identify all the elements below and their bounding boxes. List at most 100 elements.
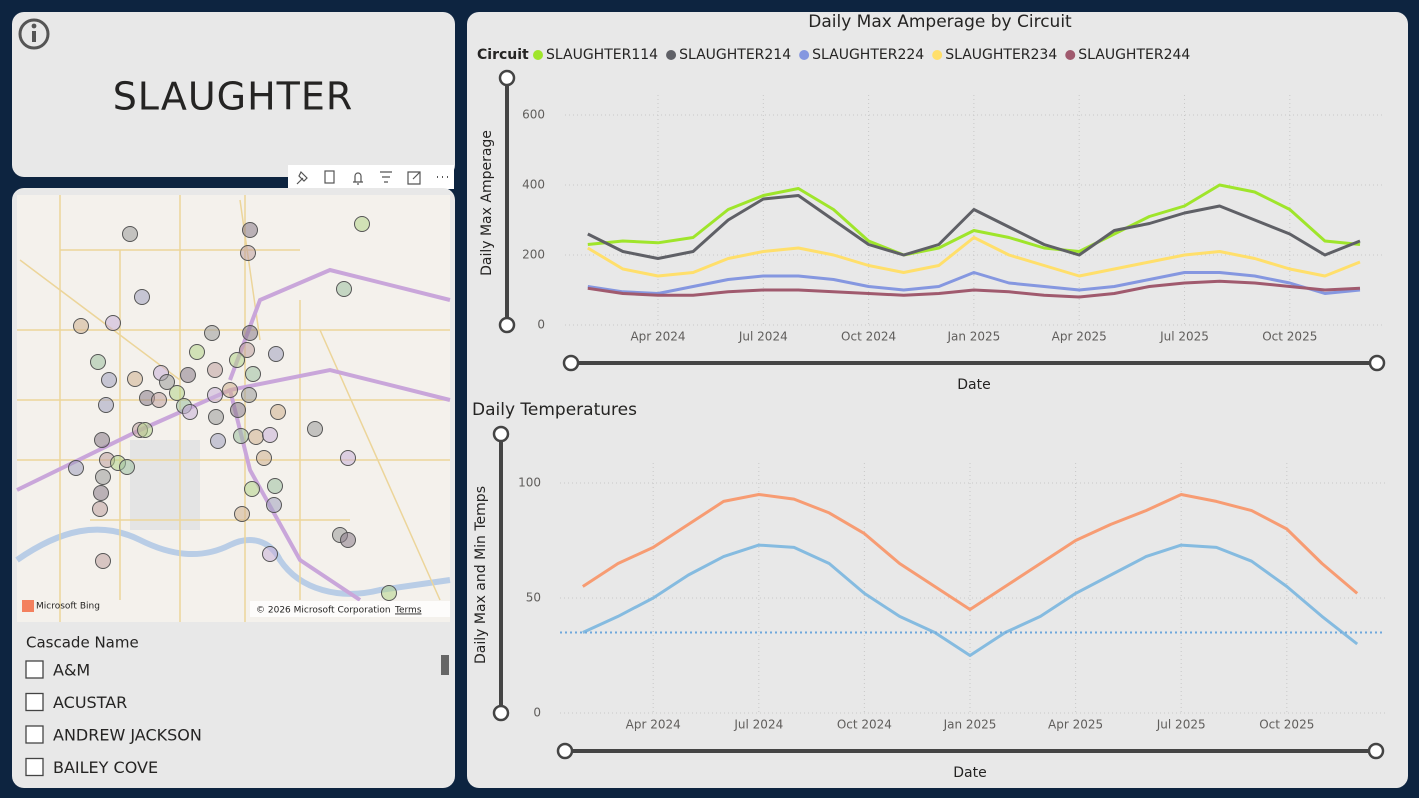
slicer-item: ANDREW JACKSON xyxy=(53,726,202,745)
map-marker[interactable] xyxy=(240,245,256,261)
map-marker[interactable] xyxy=(105,315,121,331)
slider-handle[interactable] xyxy=(1367,742,1385,760)
slicer-title: Cascade Name xyxy=(26,634,139,652)
map[interactable]: Microsoft Bing © 2026 Microsoft Corporat… xyxy=(15,195,451,622)
slider-handle[interactable] xyxy=(492,704,510,722)
focus-icon[interactable] xyxy=(407,171,421,185)
legend-marker xyxy=(1065,50,1076,60)
map-marker[interactable] xyxy=(92,501,108,517)
slider-handle[interactable] xyxy=(498,316,516,334)
map-marker[interactable] xyxy=(239,342,255,358)
map-marker[interactable] xyxy=(207,362,223,378)
map-marker[interactable] xyxy=(93,485,109,501)
map-marker[interactable] xyxy=(95,553,111,569)
map-marker[interactable] xyxy=(134,289,150,305)
map-marker[interactable] xyxy=(189,344,205,360)
slider-handle[interactable] xyxy=(492,425,510,443)
map-marker[interactable] xyxy=(151,392,167,408)
map-marker[interactable] xyxy=(340,450,356,466)
slider-handle[interactable] xyxy=(556,742,574,760)
map-marker[interactable] xyxy=(73,318,89,334)
map-marker[interactable] xyxy=(262,546,278,562)
map-marker[interactable] xyxy=(256,450,272,466)
map-marker[interactable] xyxy=(307,421,323,437)
map-marker[interactable] xyxy=(94,432,110,448)
map-marker[interactable] xyxy=(242,222,258,238)
legend-title: Circuit xyxy=(477,47,529,63)
map-marker[interactable] xyxy=(222,382,238,398)
map-marker[interactable] xyxy=(182,404,198,420)
checkbox[interactable] xyxy=(25,725,44,744)
info-icon[interactable] xyxy=(18,18,50,50)
pin-icon[interactable] xyxy=(296,170,308,185)
map-marker[interactable] xyxy=(267,478,283,494)
series-line xyxy=(587,194,1361,260)
map-marker[interactable] xyxy=(98,397,114,413)
x-tick-label: Apr 2025 xyxy=(1052,330,1107,344)
map-marker[interactable] xyxy=(180,367,196,383)
map-marker[interactable] xyxy=(230,402,246,418)
filter-icon[interactable] xyxy=(380,171,392,183)
map-terms[interactable]: Terms xyxy=(394,606,422,616)
slider-handle[interactable] xyxy=(498,69,516,87)
map-marker[interactable] xyxy=(169,385,185,401)
legend: SLAUGHTER114 SLAUGHTER214 SLAUGHTER224 SLAU… xyxy=(533,47,1190,63)
y-tick-label: 50 xyxy=(526,591,541,605)
map-marker[interactable] xyxy=(242,325,258,341)
map-marker[interactable] xyxy=(119,459,135,475)
map-marker[interactable] xyxy=(137,422,153,438)
checkbox[interactable] xyxy=(25,757,44,777)
map-marker[interactable] xyxy=(381,585,397,601)
site-title: SLAUGHTER xyxy=(113,75,354,119)
map-marker[interactable] xyxy=(68,460,84,476)
sliders xyxy=(492,69,1386,760)
map-marker[interactable] xyxy=(340,532,356,548)
map-marker[interactable] xyxy=(354,216,370,232)
map-marker[interactable] xyxy=(127,371,143,387)
series-line xyxy=(582,543,1359,657)
info-circle xyxy=(18,18,50,50)
map-marker[interactable] xyxy=(248,429,264,445)
map-marker[interactable] xyxy=(262,427,278,443)
x-axis-title: Date xyxy=(953,765,986,781)
map-marker[interactable] xyxy=(245,366,261,382)
map-marker[interactable] xyxy=(229,352,245,368)
map-marker[interactable] xyxy=(266,497,282,513)
copy-icon[interactable] xyxy=(324,170,335,184)
y-tick-label: 0 xyxy=(537,318,545,332)
map-marker[interactable] xyxy=(122,226,138,242)
map-area xyxy=(130,440,200,530)
y-tick-label: 100 xyxy=(518,476,541,490)
y-tick-label: 200 xyxy=(522,248,545,262)
map-marker[interactable] xyxy=(336,281,352,297)
map-marker[interactable] xyxy=(208,409,224,425)
map-marker[interactable] xyxy=(207,387,223,403)
slicer-item: BAILEY COVE xyxy=(53,758,158,777)
map-marker[interactable] xyxy=(210,433,226,449)
series-line xyxy=(587,271,1361,295)
map-marker[interactable] xyxy=(241,387,257,403)
alert-icon[interactable] xyxy=(353,172,363,185)
map-marker[interactable] xyxy=(95,469,111,485)
checkbox[interactable] xyxy=(25,692,44,712)
map-marker[interactable] xyxy=(90,354,106,370)
slicer-scrollbar[interactable] xyxy=(441,655,449,675)
slider-handle[interactable] xyxy=(1368,354,1386,372)
map-marker[interactable] xyxy=(270,404,286,420)
map-marker[interactable] xyxy=(101,372,117,388)
series-line xyxy=(587,236,1361,278)
map-marker[interactable] xyxy=(244,481,260,497)
x-axis-title: Date xyxy=(957,377,990,393)
chart-title: Daily Temperatures xyxy=(472,400,637,420)
map-marker[interactable] xyxy=(204,325,220,341)
x-tick-label: Oct 2025 xyxy=(1262,330,1317,344)
map-marker[interactable] xyxy=(268,346,284,362)
x-tick-label: Jul 2024 xyxy=(738,330,788,344)
slider-handle[interactable] xyxy=(562,354,580,372)
map-marker[interactable] xyxy=(233,428,249,444)
checkbox[interactable] xyxy=(25,660,44,679)
legend-label: SLAUGHTER224 xyxy=(812,47,924,63)
map-marker[interactable] xyxy=(159,374,175,390)
map-marker[interactable] xyxy=(234,506,250,522)
